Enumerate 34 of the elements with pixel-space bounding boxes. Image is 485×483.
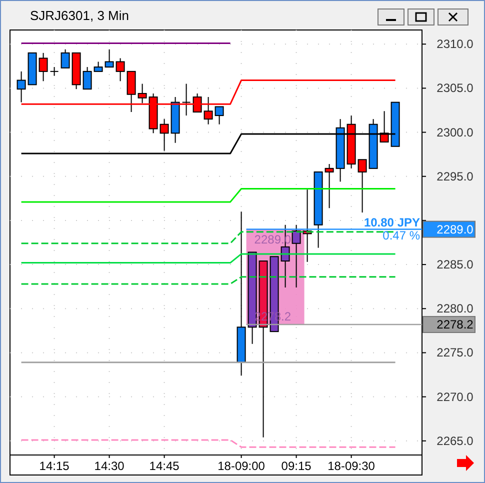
candlestick: [16, 70, 26, 103]
ref-line-label: 2289.0: [436, 222, 474, 236]
candlestick: [358, 159, 367, 214]
candlestick: [50, 66, 59, 76]
candlestick: [104, 48, 114, 68]
y-tick-label: 2310.0: [436, 37, 474, 52]
x-tick-label: 14:15: [39, 459, 70, 473]
y-tick-label: 2300.0: [436, 125, 474, 140]
y-tick-label: 2305.0: [436, 81, 474, 96]
x-tick-label: 14:45: [149, 459, 180, 473]
y-tick-label: 2280.0: [436, 302, 474, 316]
candlestick: [116, 58, 125, 82]
y-tick-label: 2285.0: [436, 258, 474, 272]
y-tick-label: 2275.0: [436, 346, 474, 360]
candlestick: [38, 52, 48, 82]
ref-line-label: 2278.2: [436, 318, 474, 332]
candlestick: [324, 164, 334, 209]
candlestick: [182, 83, 191, 116]
candlestick: [94, 61, 103, 72]
annotation: 2278.2: [254, 310, 292, 324]
candlestick: [292, 224, 301, 288]
candlestick: [82, 66, 92, 90]
chart-title: SJRJ6301, 3 Min: [30, 8, 129, 23]
x-tick-label: 18-09:30: [328, 459, 376, 473]
y-tick-label: 2295.0: [436, 169, 474, 184]
y-tick-label: 2265.0: [436, 434, 474, 448]
annotation: 10.80 JPY: [364, 215, 420, 230]
x-tick-label: 09:15: [281, 459, 312, 473]
x-tick-label: 18-09:00: [218, 459, 266, 473]
x-tick-label: 14:30: [94, 459, 125, 473]
candlestick: [214, 106, 224, 125]
y-tick-label: 2270.0: [436, 390, 474, 404]
annotation: 0.47 %: [382, 228, 420, 242]
candlestick: [60, 48, 70, 68]
